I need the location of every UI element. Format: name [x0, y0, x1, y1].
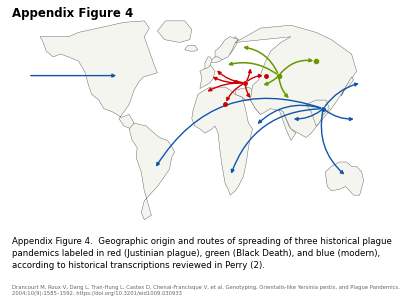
Polygon shape — [215, 37, 238, 60]
Polygon shape — [279, 109, 296, 140]
Polygon shape — [192, 87, 252, 195]
Polygon shape — [306, 100, 329, 126]
Polygon shape — [185, 45, 198, 51]
Polygon shape — [342, 77, 354, 96]
Polygon shape — [158, 21, 192, 43]
Polygon shape — [129, 123, 175, 220]
Polygon shape — [40, 21, 158, 129]
Text: Drancourt M, Roux V, Dang L, Tran-Hung L, Castex D, Chenal-Francisque V, et al. : Drancourt M, Roux V, Dang L, Tran-Hung L… — [12, 285, 400, 296]
Polygon shape — [235, 25, 357, 137]
Polygon shape — [325, 162, 364, 195]
Text: Appendix Figure 4: Appendix Figure 4 — [12, 8, 133, 20]
Text: Appendix Figure 4.  Geographic origin and routes of spreading of three historica: Appendix Figure 4. Geographic origin and… — [12, 237, 392, 270]
Polygon shape — [235, 87, 271, 115]
Polygon shape — [200, 37, 238, 88]
Polygon shape — [205, 57, 212, 68]
